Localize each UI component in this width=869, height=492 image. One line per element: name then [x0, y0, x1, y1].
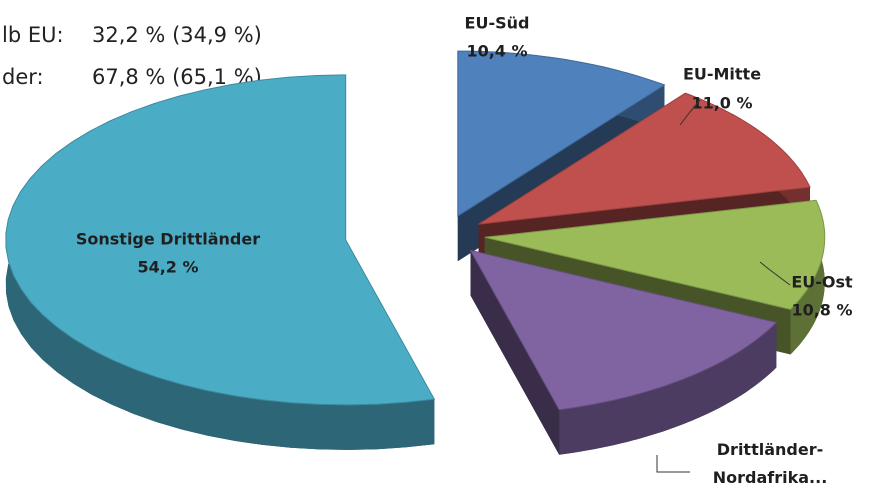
- category-label: EU-Ost: [791, 273, 853, 292]
- value-label: 10,8 %: [791, 301, 852, 320]
- slice-side: [559, 322, 777, 455]
- slice-wall: [470, 250, 560, 455]
- category-label: EU-Süd: [465, 14, 530, 33]
- note-label: lb EU:: [2, 23, 64, 47]
- leader-line: [656, 455, 690, 473]
- category-label: Sonstige Drittländer: [76, 230, 260, 249]
- value-label: 11,0 %: [691, 94, 752, 113]
- category-label: Drittländer-Nordafrika...: [712, 440, 828, 487]
- slice: [478, 92, 811, 225]
- slice: [457, 50, 666, 218]
- leader-line: [679, 99, 701, 126]
- note-label: der:: [2, 65, 44, 89]
- slice-side: [5, 74, 435, 450]
- slice: [469, 249, 778, 411]
- category-label: EU-Mitte: [683, 65, 761, 84]
- value-label: 54,2 %: [137, 258, 198, 277]
- slice: [484, 199, 826, 310]
- value-label: 10,4 %: [466, 42, 527, 61]
- note-text: 32,2 % (34,9 %): [92, 23, 262, 47]
- slice: [5, 74, 436, 406]
- leader-line: [759, 261, 791, 286]
